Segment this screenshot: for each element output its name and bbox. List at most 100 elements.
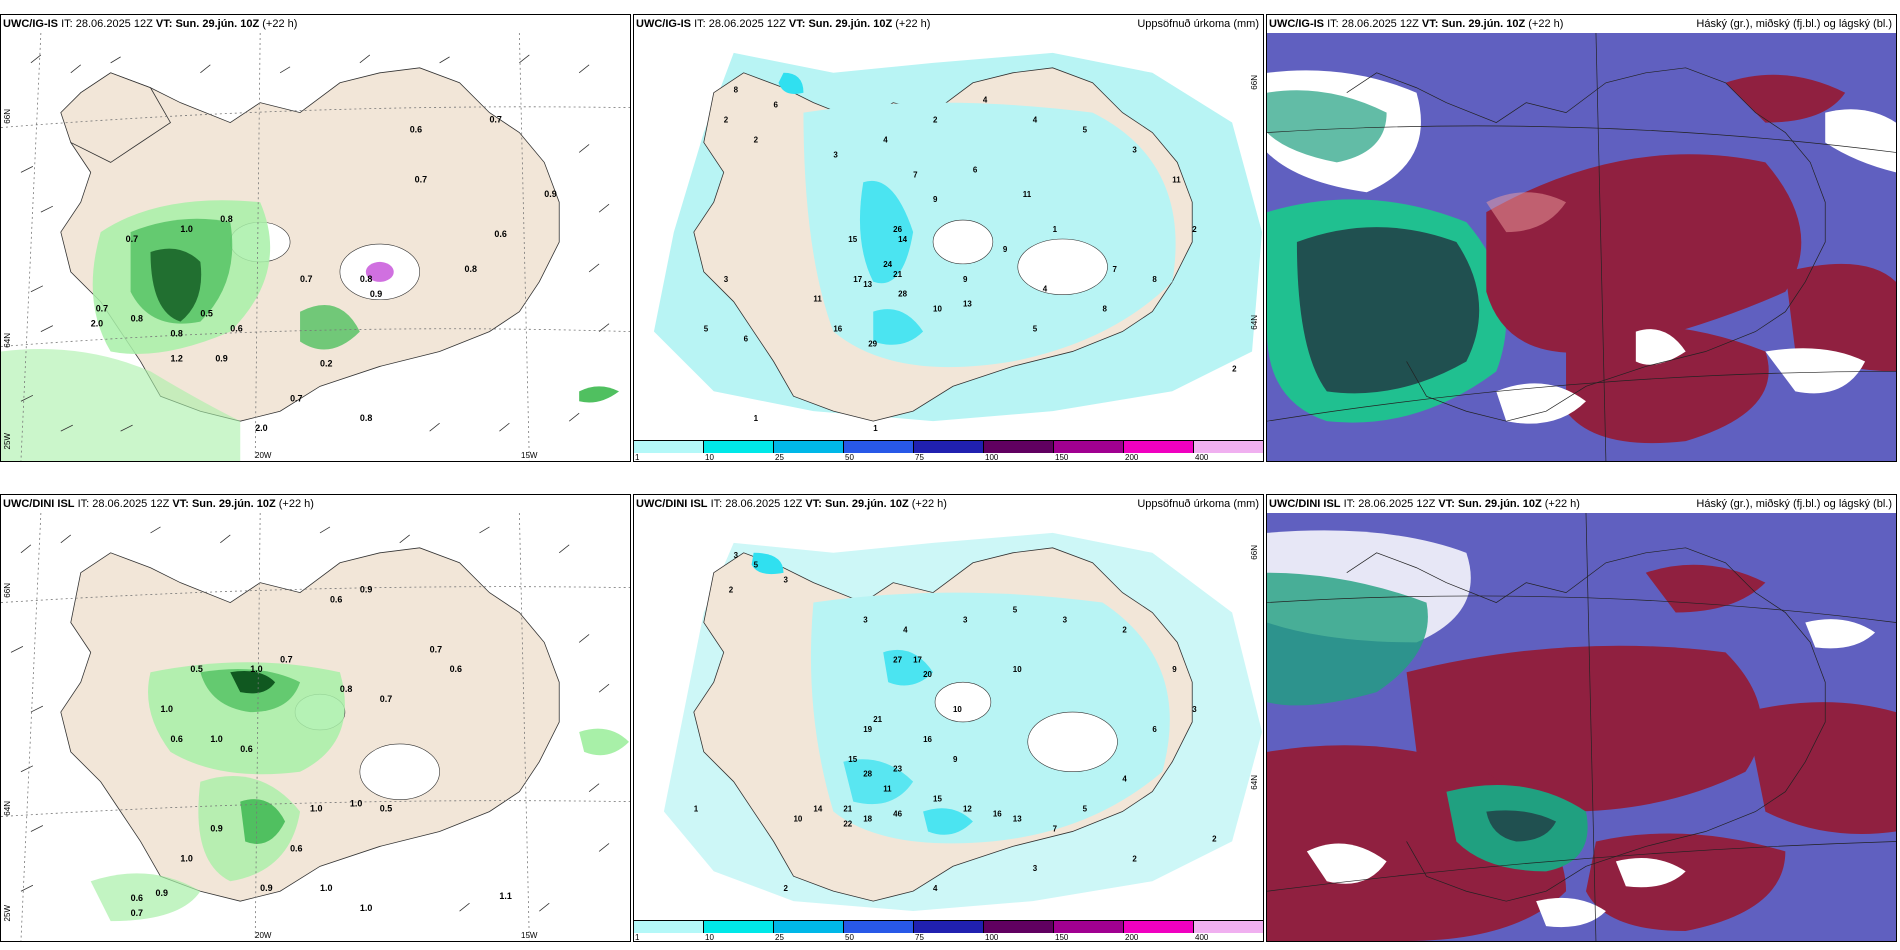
svg-text:26: 26 [893,225,902,234]
colorbar-tick: 100 [985,453,999,462]
colorbar-swatch [844,441,914,453]
svg-text:0.9: 0.9 [360,585,372,595]
westfjords [60,72,171,163]
svg-text:21: 21 [843,805,852,814]
colorbar-tick: 150 [1055,453,1069,462]
svg-text:0.7: 0.7 [96,304,108,314]
svg-text:23: 23 [893,765,902,774]
svg-text:2: 2 [1232,364,1237,373]
svg-text:0.6: 0.6 [290,843,302,853]
colorbar-swatch [1194,441,1263,453]
svg-text:3: 3 [1132,145,1137,154]
svg-text:0.2: 0.2 [320,358,332,368]
colorbar-tick: 25 [775,933,784,942]
svg-text:1.0: 1.0 [210,734,222,744]
svg-text:15: 15 [933,795,942,804]
svg-text:0.6: 0.6 [170,734,182,744]
svg-text:6: 6 [744,334,749,343]
lon-label-15: 15W [521,451,538,460]
svg-text:10: 10 [933,305,942,314]
svg-text:13: 13 [963,300,972,309]
svg-text:0.7: 0.7 [290,393,302,403]
svg-text:3: 3 [784,576,789,585]
colorbar-swatch [774,441,844,453]
svg-text:0.6: 0.6 [410,125,422,135]
colorbar-tick: 400 [1195,453,1209,462]
wind-rain-map-svg: 0.60.90.7 0.60.51.0 0.6 1.00.6 1.00.70.8 … [1,513,630,941]
svg-text:2: 2 [933,116,938,125]
wind-rain-map[interactable]: 0.6 0.9 0.7 0.6 0.5 1.0 0.6 1.0 0.6 1.0 0.7 0.8 … [1,513,630,941]
svg-text:0.7: 0.7 [380,694,392,704]
colorbar-tick: 50 [845,453,854,462]
svg-text:29: 29 [868,339,877,348]
svg-text:8: 8 [734,86,739,95]
panel-header: UWC/IG-IS IT: 28.06.2025 12Z VT: Sun. 29… [3,18,298,30]
lat-label-66: 66N [3,583,12,598]
svg-text:28: 28 [863,770,872,779]
lat-label-66: 66N [3,109,12,124]
svg-text:9: 9 [963,275,968,284]
svg-text:0.7: 0.7 [300,274,312,284]
svg-text:3: 3 [963,615,968,624]
svg-text:5: 5 [1083,126,1088,135]
colorbar-tick: 75 [915,933,924,942]
svg-text:28: 28 [898,290,907,299]
svg-text:0.8: 0.8 [360,274,372,284]
svg-text:4: 4 [983,96,988,105]
svg-text:10: 10 [953,705,962,714]
svg-text:1.0: 1.0 [350,799,362,809]
svg-text:5: 5 [1033,325,1038,334]
cloud-title: Háský (gr.), miðský (fj.bl.) og lágský (… [1696,18,1892,30]
svg-text:12: 12 [963,805,972,814]
colorbar-swatch [1054,441,1124,453]
svg-text:1: 1 [694,805,699,814]
colorbar-swatch [1124,921,1194,933]
svg-text:0.9: 0.9 [370,289,382,299]
svg-text:0.9: 0.9 [544,189,556,199]
svg-text:0.6: 0.6 [240,744,252,754]
svg-text:4: 4 [1122,775,1127,784]
svg-text:17: 17 [853,275,862,284]
svg-text:0.8: 0.8 [220,214,232,224]
svg-text:3: 3 [734,551,739,560]
colorbar-swatch [774,921,844,933]
svg-text:0.7: 0.7 [415,174,427,184]
svg-text:10: 10 [1013,665,1022,674]
cloud-map[interactable] [1267,513,1896,941]
svg-text:5: 5 [1083,805,1088,814]
svg-text:1.2: 1.2 [170,353,182,363]
svg-text:3: 3 [724,275,729,284]
lat-label-64: 64N [3,801,12,816]
svg-text:0.9: 0.9 [260,883,272,893]
svg-text:11: 11 [813,295,822,304]
colorbar-swatch [704,441,774,453]
colorbar-tick: 10 [705,453,714,462]
colorbar-swatch [634,441,704,453]
svg-text:2: 2 [724,116,729,125]
svg-text:24: 24 [883,260,892,269]
svg-text:0.6: 0.6 [450,664,462,674]
svg-text:46: 46 [893,810,902,819]
wind-rain-map[interactable]: 0.6 0.7 0.7 0.9 0.6 0.8 0.8 0.9 0.7 0.7 0.7 2.0 … [1,33,630,461]
svg-text:3: 3 [1033,864,1038,873]
svg-text:7: 7 [1053,824,1058,833]
cloud-map[interactable] [1267,33,1896,461]
svg-text:2.0: 2.0 [91,319,103,329]
svg-text:5: 5 [754,561,759,570]
svg-text:0.8: 0.8 [340,684,352,694]
svg-text:1.0: 1.0 [180,224,192,234]
lat-label-66: 66N [1250,75,1259,90]
colorbar-tick: 200 [1125,933,1139,942]
cloud-map-svg [1267,513,1896,941]
svg-text:0.5: 0.5 [190,664,202,674]
panel-header: UWC/IG-IS IT: 28.06.2025 12Z VT: Sun. 29… [1269,18,1564,30]
lon-label-25: 25W [3,905,12,922]
svg-text:7: 7 [913,170,918,179]
svg-text:2.0: 2.0 [255,423,267,433]
precip-colorbar: 1 10 25 50 75 100 150 200 400 [634,920,1263,941]
svg-text:0.6: 0.6 [330,595,342,605]
